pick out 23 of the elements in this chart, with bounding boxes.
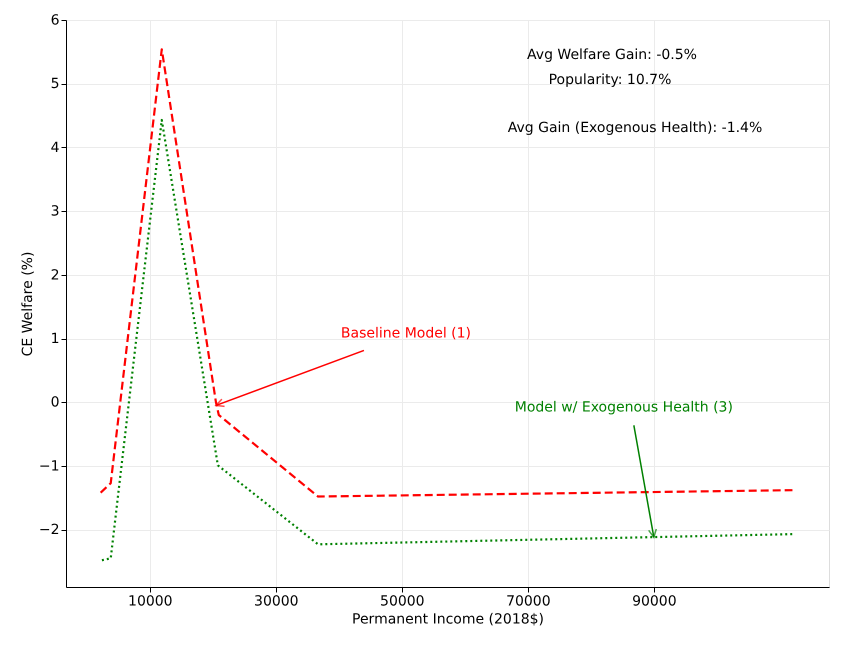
line-series: [100, 48, 794, 498]
annotation: Avg Welfare Gain: -0.5%: [527, 47, 697, 63]
y-tick-label: 4: [50, 140, 60, 156]
annotation: Baseline Model (1): [340, 325, 472, 342]
x-tick-label: 90000: [632, 594, 677, 610]
annotation: Model w/ Exogenous Health (3): [514, 399, 733, 416]
line-series: [100, 118, 794, 562]
y-tick-label: −1: [38, 458, 60, 474]
y-tick-label: 3: [50, 204, 60, 220]
annotation: Popularity: 10.7%: [548, 72, 672, 88]
y-tick-label: 2: [50, 267, 60, 284]
x-tick-label: 30000: [254, 594, 299, 610]
y-axis-title: CE Welfare (%): [20, 252, 36, 356]
y-tick-label: 5: [50, 76, 60, 92]
x-axis-title: Permanent Income (2018$): [352, 612, 544, 628]
x-tick-label: 50000: [380, 594, 425, 610]
y-tick-label: 1: [50, 331, 60, 348]
y-tick-label: −2: [38, 522, 60, 538]
x-tick-label: 10000: [128, 594, 173, 610]
annotation: Avg Gain (Exogenous Health): -1.4%: [508, 120, 762, 136]
y-tick-label: 0: [50, 394, 60, 411]
x-tick-label: 70000: [506, 594, 551, 610]
y-tick-label: 6: [50, 12, 60, 28]
